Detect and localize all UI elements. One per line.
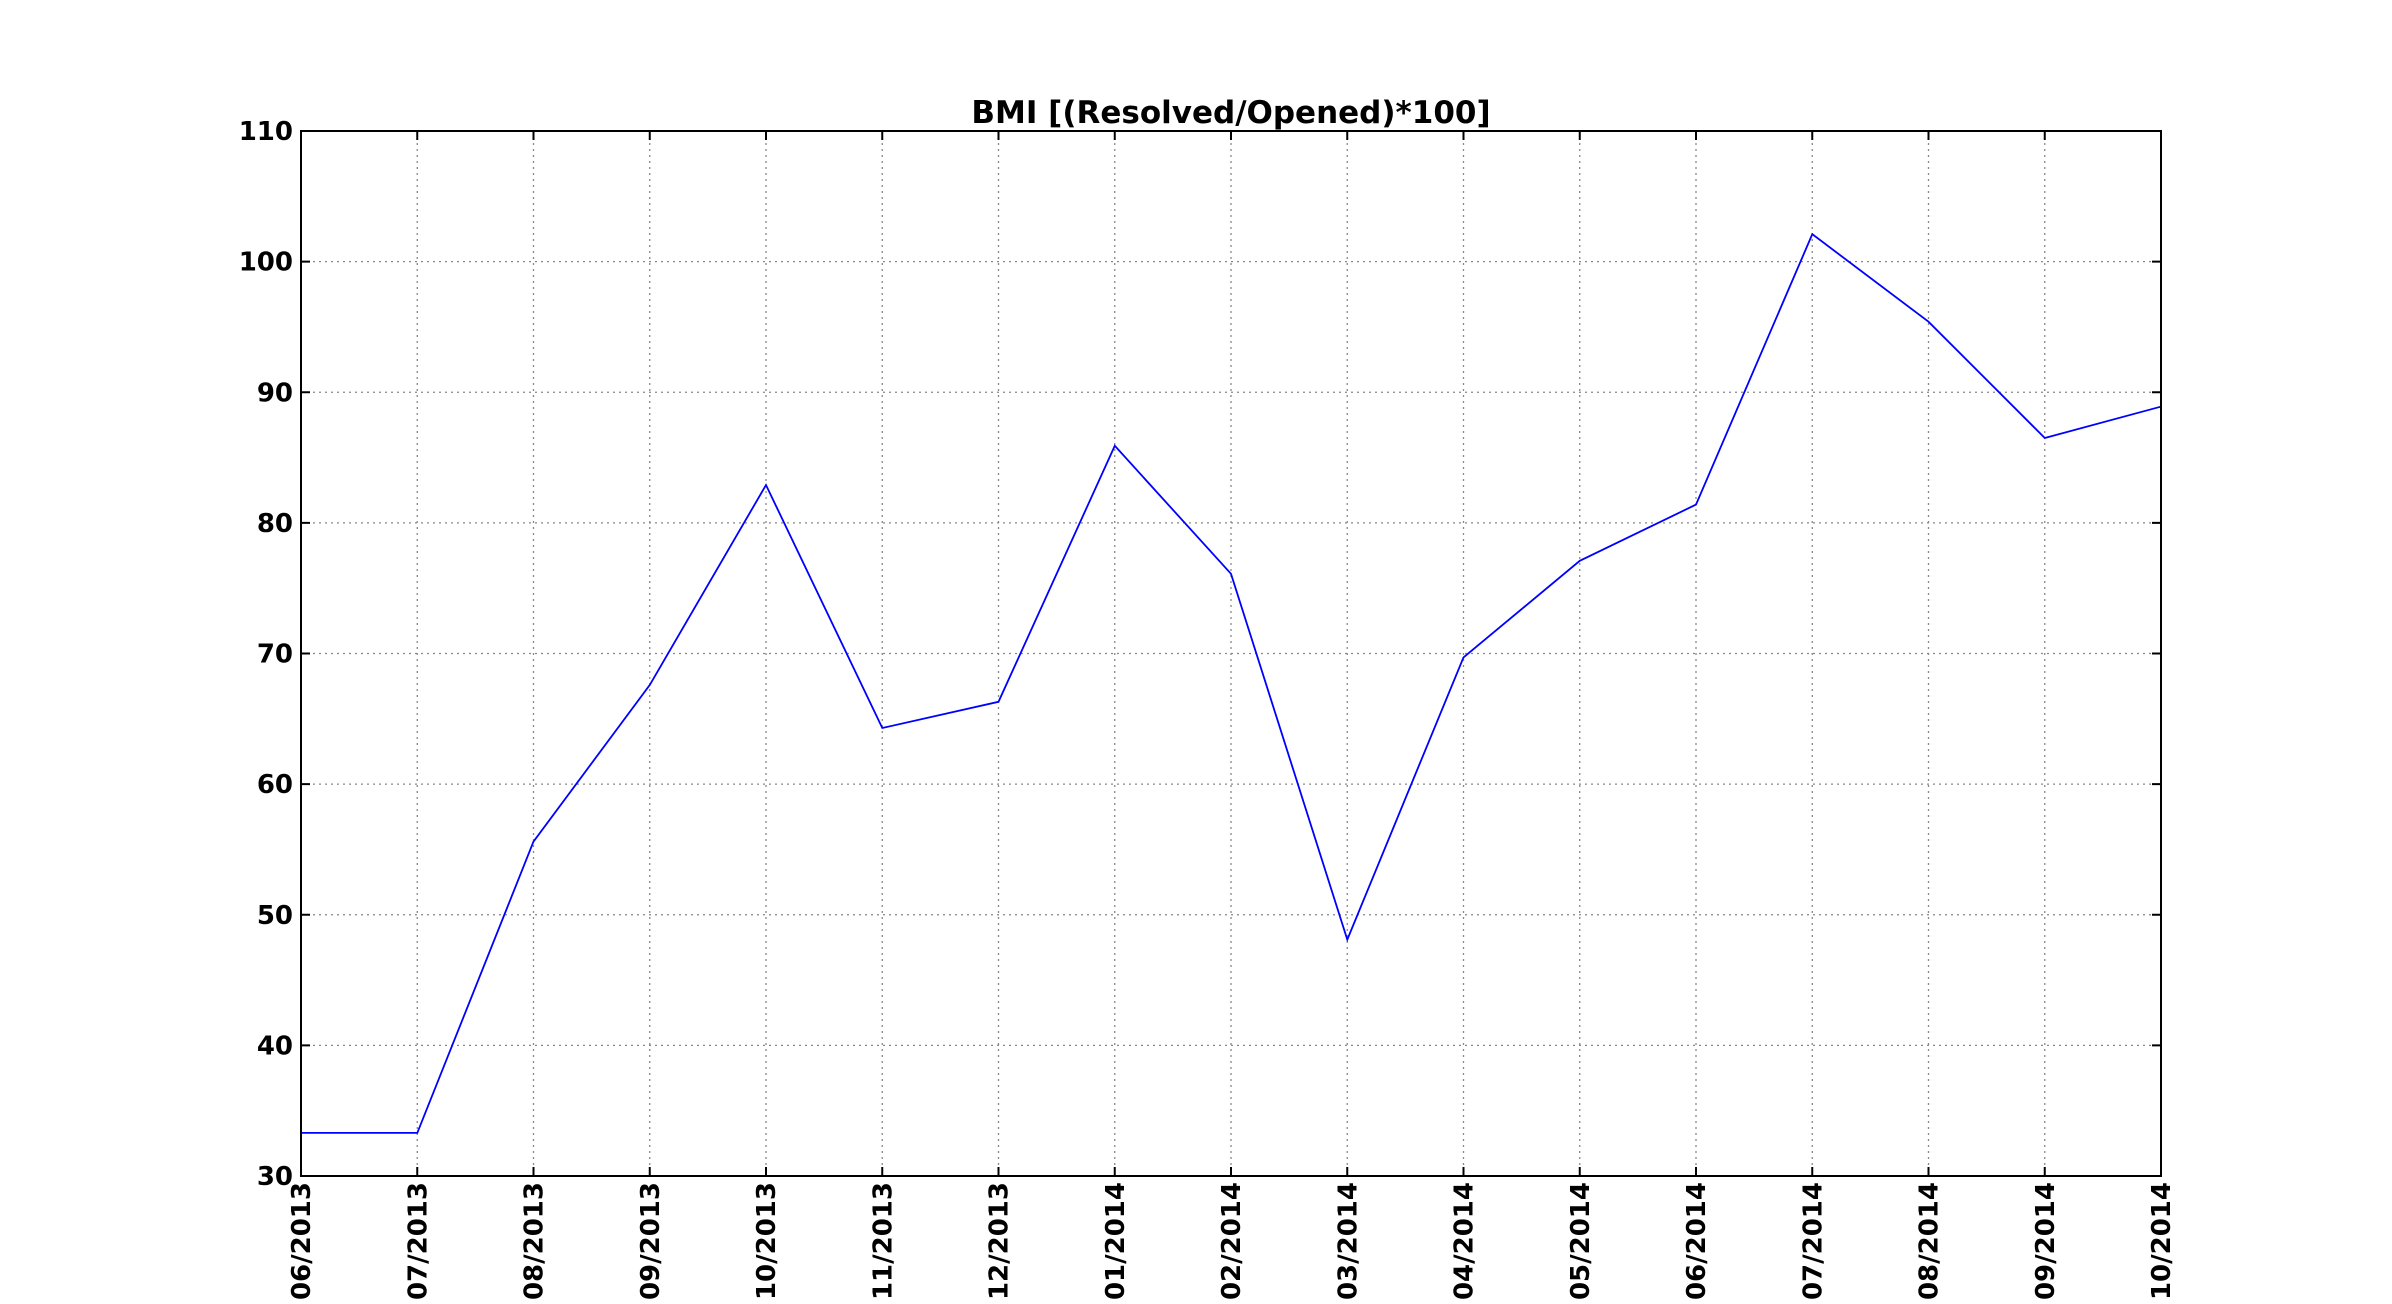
- y-tick-label: 90: [257, 378, 293, 408]
- gridlines: [301, 131, 2161, 1176]
- x-tick-label: 01/2014: [1101, 1182, 1131, 1300]
- x-tick-label: 07/2013: [403, 1182, 433, 1300]
- x-tick-label: 11/2013: [868, 1182, 898, 1300]
- x-tick-label: 08/2013: [520, 1182, 550, 1300]
- x-axis-tick-labels: 06/2013 07/2013 08/2013 09/2013 10/2013 11/20…: [287, 1182, 2177, 1300]
- series-layer: [301, 232, 2162, 1134]
- x-tick-label: 04/2014: [1450, 1182, 1480, 1300]
- x-tick-label: 09/2013: [636, 1182, 666, 1300]
- x-tick-label: 08/2014: [1915, 1182, 1945, 1300]
- x-tick-label: 12/2013: [985, 1182, 1015, 1300]
- y-tick-label: 30: [257, 1162, 293, 1192]
- y-tick-label: 80: [257, 509, 293, 539]
- x-tick-label: 07/2014: [1798, 1182, 1828, 1300]
- x-tick-label: 09/2014: [2031, 1182, 2061, 1300]
- x-tick-label: 06/2014: [1682, 1182, 1712, 1300]
- series-line: [301, 232, 2162, 1134]
- axis-ticks: [300, 130, 2162, 1177]
- x-tick-label: 02/2014: [1217, 1182, 1247, 1300]
- y-axis-tick-labels: 30 40 50 60 70 80 90 100 110: [239, 117, 293, 1192]
- x-tick-label: 06/2013: [287, 1182, 317, 1300]
- y-tick-label: 40: [257, 1031, 293, 1061]
- y-tick-label: 110: [239, 117, 293, 147]
- x-tick-label: 10/2014: [2147, 1182, 2177, 1300]
- x-tick-label: 03/2014: [1333, 1182, 1363, 1300]
- y-tick-label: 100: [239, 248, 293, 278]
- x-tick-label: 10/2013: [752, 1182, 782, 1300]
- chart-title: BMI [(Resolved/Opened)*100]: [971, 95, 1490, 131]
- y-tick-label: 50: [257, 901, 293, 931]
- y-tick-label: 60: [257, 770, 293, 800]
- y-tick-label: 70: [257, 640, 293, 670]
- x-tick-label: 05/2014: [1566, 1182, 1596, 1300]
